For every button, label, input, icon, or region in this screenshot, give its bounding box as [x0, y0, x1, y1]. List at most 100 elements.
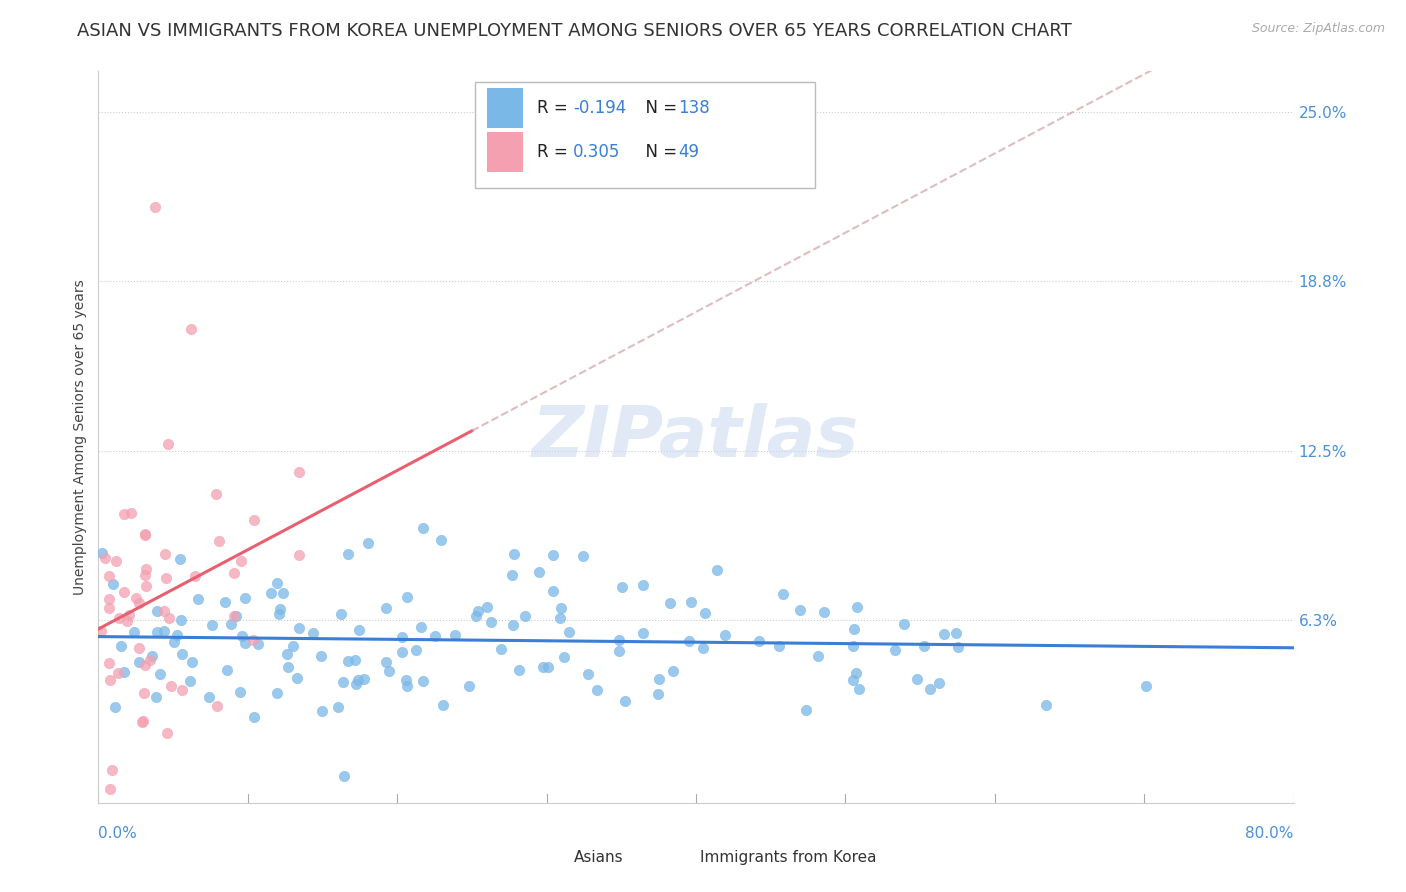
Point: [184, 568, 207, 582]
Point: [114, 508, 136, 522]
Point: [103, 577, 125, 591]
Point: [219, 616, 242, 631]
Point: [794, 703, 817, 717]
Point: [477, 600, 499, 615]
Point: [107, 665, 129, 680]
Point: [841, 639, 863, 653]
Text: ASIAN VS IMMIGRANTS FROM KOREA UNEMPLOYMENT AMONG SENIORS OVER 65 YEARS CORRELAT: ASIAN VS IMMIGRANTS FROM KOREA UNEMPLOYM…: [77, 22, 1073, 40]
Point: [912, 639, 935, 653]
Point: [405, 642, 427, 657]
Point: [269, 602, 291, 616]
Point: [693, 606, 716, 620]
Point: [153, 604, 176, 618]
Point: [101, 763, 124, 777]
Point: [112, 585, 135, 599]
Point: [225, 609, 247, 624]
Point: [633, 577, 655, 591]
Point: [607, 644, 630, 658]
Point: [789, 603, 811, 617]
FancyBboxPatch shape: [529, 843, 565, 872]
Point: [374, 655, 396, 669]
Point: [465, 608, 488, 623]
Text: Asians: Asians: [574, 850, 624, 865]
Point: [94, 551, 117, 566]
Text: R =: R =: [537, 99, 574, 117]
Text: 0.305: 0.305: [572, 143, 620, 161]
Point: [148, 666, 170, 681]
Point: [201, 618, 224, 632]
Point: [105, 554, 128, 568]
Point: [647, 687, 669, 701]
Point: [243, 710, 266, 724]
Point: [946, 640, 969, 655]
Point: [208, 534, 231, 549]
Point: [541, 584, 564, 599]
Point: [131, 714, 153, 729]
Point: [714, 628, 737, 642]
Text: ZIPatlas: ZIPatlas: [533, 402, 859, 472]
Point: [153, 624, 176, 638]
Point: [501, 568, 523, 582]
Point: [217, 663, 239, 677]
Point: [155, 547, 177, 561]
Text: N =: N =: [636, 99, 682, 117]
Point: [198, 690, 221, 704]
Text: Source: ZipAtlas.com: Source: ZipAtlas.com: [1251, 22, 1385, 36]
Point: [222, 566, 245, 580]
Point: [120, 506, 142, 520]
Point: [134, 568, 156, 582]
Point: [409, 620, 432, 634]
Point: [377, 664, 399, 678]
Point: [374, 601, 396, 615]
FancyBboxPatch shape: [475, 82, 815, 188]
Point: [301, 626, 323, 640]
Point: [508, 663, 530, 677]
Point: [98, 569, 121, 583]
Point: [277, 660, 299, 674]
Point: [243, 513, 266, 527]
Point: [214, 595, 236, 609]
Point: [531, 660, 554, 674]
Point: [945, 625, 967, 640]
Point: [537, 659, 560, 673]
Point: [576, 667, 599, 681]
FancyBboxPatch shape: [486, 132, 523, 172]
FancyBboxPatch shape: [486, 87, 523, 128]
Point: [146, 604, 169, 618]
Point: [527, 565, 550, 579]
Point: [330, 607, 353, 621]
Point: [128, 641, 150, 656]
Point: [772, 587, 794, 601]
Point: [614, 693, 637, 707]
Point: [905, 672, 928, 686]
Point: [139, 653, 162, 667]
Point: [357, 536, 380, 550]
Point: [267, 607, 290, 621]
Point: [678, 634, 700, 648]
Point: [661, 664, 683, 678]
Point: [132, 714, 155, 728]
Point: [631, 625, 654, 640]
Text: 138: 138: [678, 99, 710, 117]
Point: [658, 596, 681, 610]
Point: [337, 654, 360, 668]
Point: [412, 521, 434, 535]
Point: [571, 549, 593, 564]
Text: 49: 49: [678, 143, 699, 161]
Point: [344, 677, 367, 691]
Point: [97, 656, 120, 670]
Point: [266, 575, 288, 590]
Point: [513, 609, 536, 624]
Point: [110, 639, 132, 653]
Point: [132, 686, 155, 700]
Point: [242, 633, 264, 648]
Point: [229, 554, 252, 568]
Point: [311, 704, 333, 718]
Point: [432, 698, 454, 712]
Point: [928, 676, 950, 690]
Point: [169, 613, 191, 627]
Point: [586, 683, 609, 698]
Point: [813, 605, 835, 619]
Text: -0.194: -0.194: [572, 99, 626, 117]
Point: [337, 547, 360, 561]
